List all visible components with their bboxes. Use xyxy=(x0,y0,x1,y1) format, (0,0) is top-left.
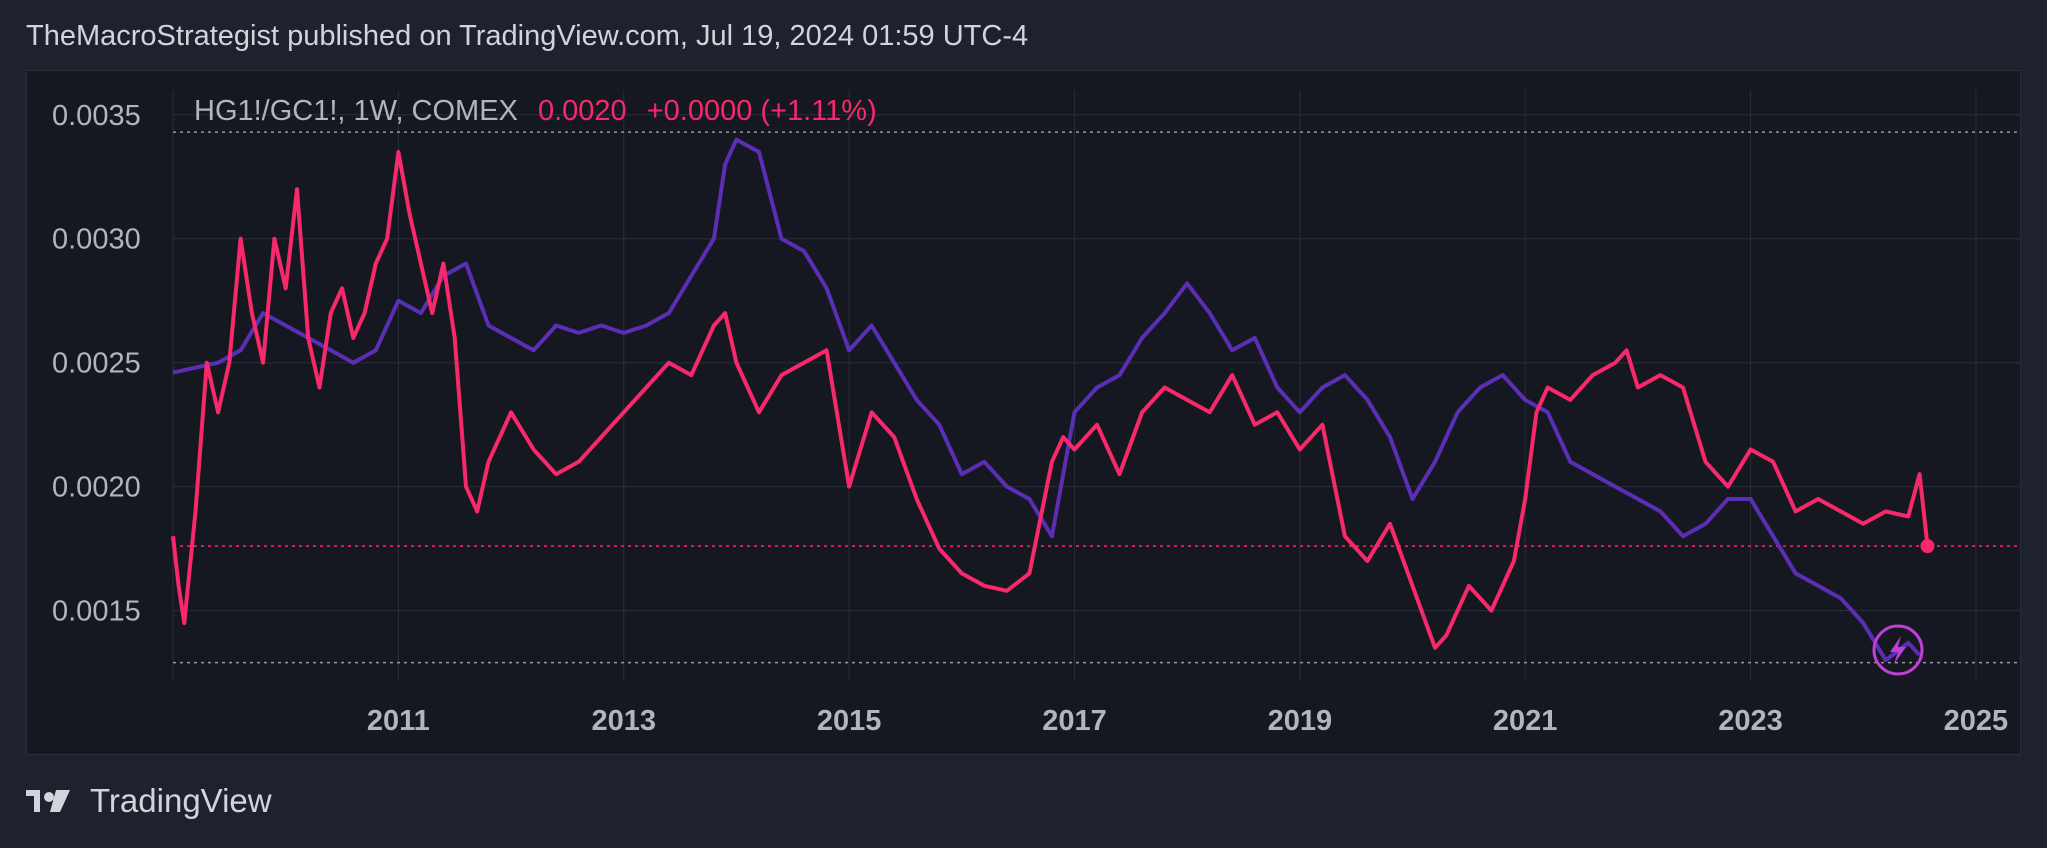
publisher-line: TheMacroStrategist published on TradingV… xyxy=(26,20,1029,52)
y-tick-label: 0.0015 xyxy=(52,596,141,628)
x-tick-label: 2017 xyxy=(1042,705,1107,737)
y-tick-label: 0.0030 xyxy=(52,224,141,256)
x-tick-label: 2015 xyxy=(817,705,882,737)
chart-svg[interactable]: 0.0015 0.0020 0.0025 0.0030 0.0035 2011 2013 20… xyxy=(26,70,2021,755)
last-value-dot xyxy=(1920,539,1935,554)
y-tick-label: 0.0020 xyxy=(52,472,141,504)
x-tick-label: 2025 xyxy=(1944,705,2009,737)
axis-layer: 0.0015 0.0020 0.0025 0.0030 0.0035 2011 2013 20… xyxy=(52,100,2008,737)
reference-lines xyxy=(173,131,2021,664)
y-tick-label: 0.0035 xyxy=(52,100,141,132)
ratio-series-line[interactable] xyxy=(171,150,1930,650)
footer-brand[interactable]: TradingView xyxy=(26,782,272,820)
x-tick-label: 2011 xyxy=(367,705,430,737)
overlay-series-line[interactable] xyxy=(172,137,1922,663)
tradingview-logo-icon xyxy=(26,790,70,812)
x-tick-label: 2013 xyxy=(591,705,656,737)
y-tick-label: 0.0025 xyxy=(52,348,141,380)
legend-last-value: 0.0020 xyxy=(537,95,627,127)
legend-symbol: HG1!/GC1!, 1W, COMEX xyxy=(194,95,518,127)
series-layer xyxy=(171,137,1935,663)
brand-name: TradingView xyxy=(90,782,272,819)
grid-layer xyxy=(172,90,2021,680)
lightning-bolt-icon[interactable] xyxy=(1872,624,1924,676)
x-tick-label: 2019 xyxy=(1268,705,1333,737)
x-tick-label: 2023 xyxy=(1718,705,1783,737)
legend-change: +0.0000 (+1.11%) xyxy=(646,95,877,127)
chart-legend: HG1!/GC1!, 1W, COMEX 0.0020 +0.0000 (+1.… xyxy=(194,95,877,128)
x-tick-label: 2021 xyxy=(1493,705,1558,737)
